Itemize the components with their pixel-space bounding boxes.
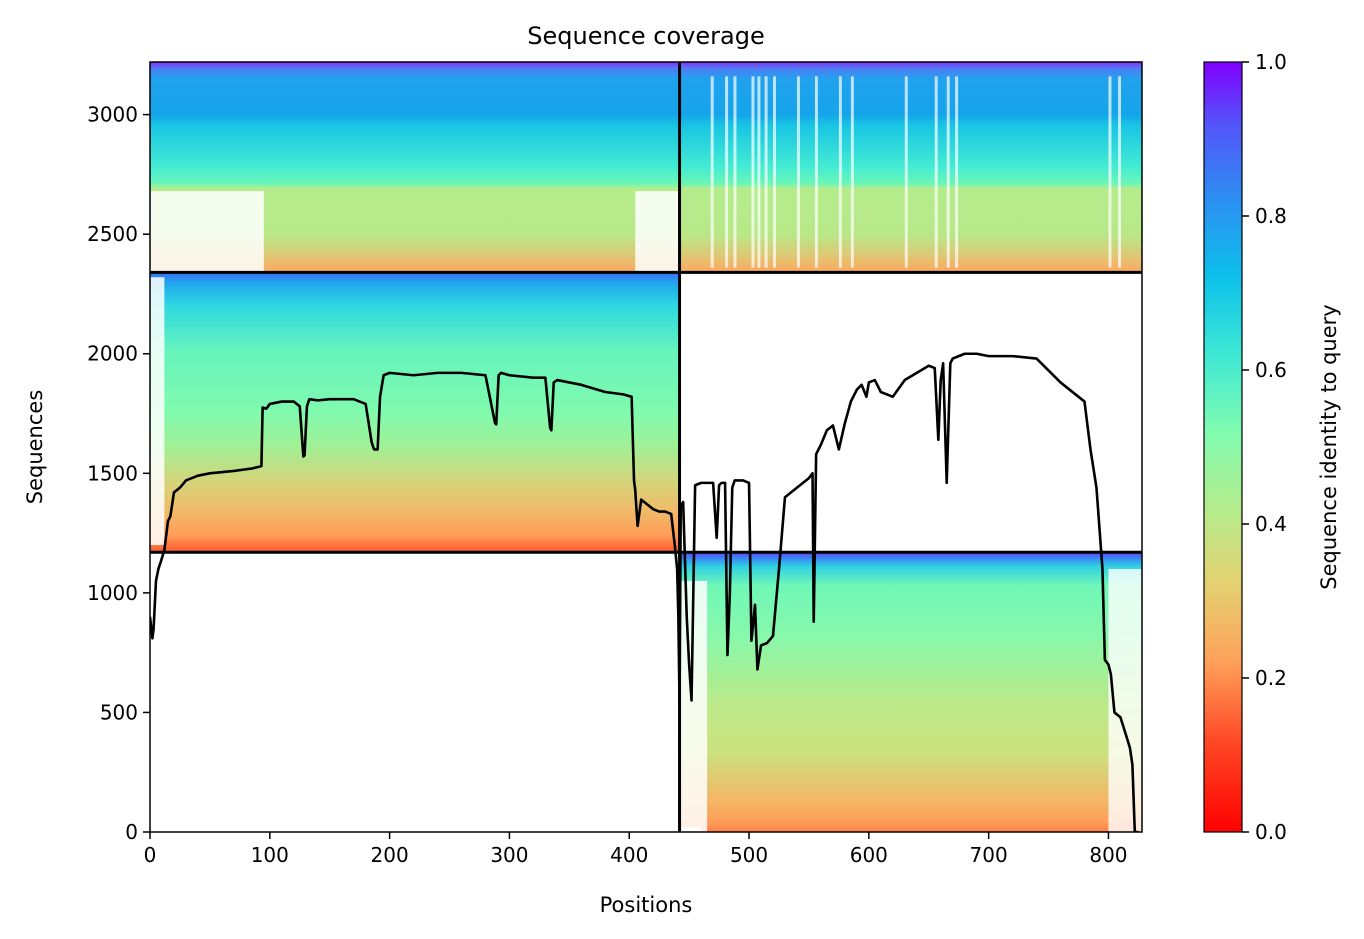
coverage-gap-streak-5: [764, 76, 768, 268]
coverage-gap-streak-10: [850, 76, 854, 268]
coverage-gap-4: [679, 827, 702, 832]
coverage-gap-streak-7: [796, 76, 800, 268]
chart-title: Sequence coverage: [527, 22, 764, 50]
colorbar-tick-label: 0.4: [1255, 512, 1287, 536]
colorbar-tick-label: 0.2: [1255, 666, 1287, 690]
colorbar-tick-label: 0.6: [1255, 358, 1287, 382]
colorbar-ticks: 0.0 0.2 0.4 0.6 0.8 1.0: [1242, 50, 1287, 844]
y-axis-label: Sequences: [23, 390, 47, 505]
x-axis-label: Positions: [600, 893, 693, 917]
coverage-line: [150, 352, 1139, 832]
y-tick-label: 500: [100, 700, 138, 724]
x-tick-label: 100: [251, 843, 289, 867]
coverage-gap-1: [150, 277, 165, 546]
colorbar-tick-label: 0.0: [1255, 820, 1287, 844]
x-tick-label: 800: [1089, 843, 1127, 867]
coverage-gap-streak-16: [1118, 76, 1122, 268]
coverage-gap-streak-6: [772, 76, 776, 268]
y-tick-label: 2500: [87, 222, 138, 246]
x-tick-label: 0: [144, 843, 157, 867]
y-tick-label: 3000: [87, 103, 138, 127]
coverage-gap-streak-13: [946, 76, 950, 268]
y-tick-label: 2000: [87, 342, 138, 366]
coverage-gap-streak-4: [757, 76, 761, 268]
coverage-line-layer: [150, 352, 1139, 832]
coverage-gap-2: [635, 191, 680, 273]
heatmap-block-chain-B-only: [679, 552, 1142, 832]
colorbar-tick-label: 0.8: [1255, 204, 1287, 228]
x-tick-label: 200: [371, 843, 409, 867]
coverage-gap-streak-0: [710, 76, 714, 268]
coverage-gap-streak-12: [934, 76, 938, 268]
coverage-gap-streak-1: [725, 76, 729, 268]
plot-frame: [149, 61, 1143, 833]
x-tick-label: 500: [730, 843, 768, 867]
y-tick-label: 0: [125, 820, 138, 844]
x-tick-label: 400: [610, 843, 648, 867]
block-separators: [150, 62, 1142, 832]
y-axis-ticks: 0 500 1000 1500 2000 2500 3000: [87, 103, 150, 844]
coverage-heatmap: [150, 62, 1142, 832]
coverage-gap-streak-14: [955, 76, 959, 268]
coverage-gap-streak-15: [1108, 76, 1112, 268]
coverage-gap-streak-3: [751, 76, 755, 268]
coverage-gap-streak-11: [904, 76, 908, 268]
x-tick-label: 700: [970, 843, 1008, 867]
x-tick-label: 600: [850, 843, 888, 867]
colorbar-tick-label: 1.0: [1255, 50, 1287, 74]
colorbar: [1203, 61, 1243, 833]
colorbar-label: Sequence identity to query: [1317, 304, 1341, 589]
heatmap-block-chain-A-only: [150, 272, 680, 553]
coverage-gap-streak-9: [838, 76, 842, 268]
y-tick-label: 1000: [87, 581, 138, 605]
x-tick-label: 300: [490, 843, 528, 867]
x-axis-ticks: 0 100 200 300 400 500 600 700 800: [144, 832, 1128, 867]
y-tick-label: 1500: [87, 461, 138, 485]
heatmap-block-paired-B: [679, 62, 1142, 273]
coverage-gap-streak-8: [814, 76, 818, 268]
coverage-gap-0: [150, 191, 264, 273]
coverage-gap-streak-2: [733, 76, 737, 268]
